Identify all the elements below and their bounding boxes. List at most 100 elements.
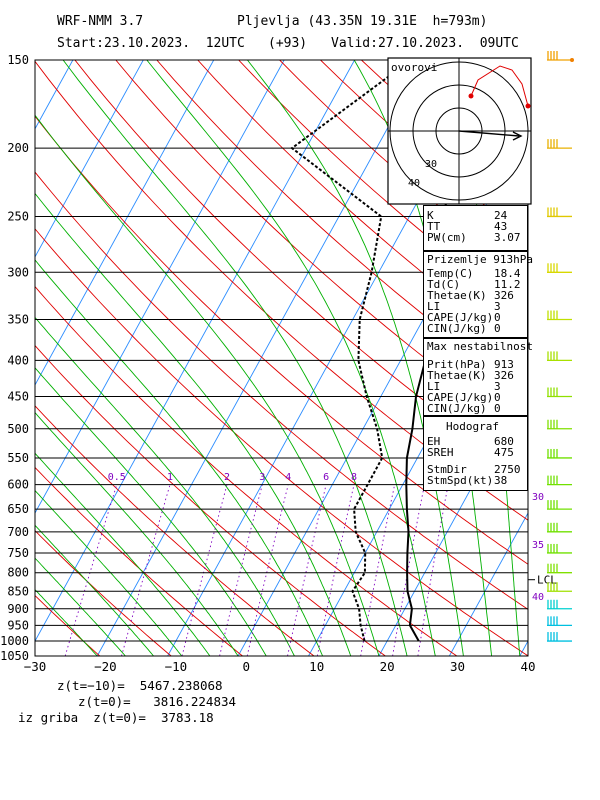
z-griba: iz griba z(t=0)= 3783.18 — [18, 710, 214, 725]
max-instability-value: 0 — [494, 402, 501, 415]
speed-label: 30 — [532, 492, 544, 503]
surface-label: Thetae(K) — [427, 289, 487, 302]
pressure-tick-label: 700 — [7, 525, 29, 539]
temp-tick-label: −30 — [24, 659, 47, 674]
surface-value: 18.4 — [494, 267, 521, 280]
z-minus10: z(t=−10)= 5467.238068 — [57, 678, 223, 693]
hodograph-param-value: 2750 — [494, 463, 521, 476]
index-label: PW(cm) — [427, 231, 467, 244]
surface-label: CIN(J/kg) — [427, 322, 487, 335]
dry-adiabat-line — [35, 344, 386, 656]
model-label: WRF-NMM 3.7 — [57, 14, 144, 29]
pressure-tick-label: 550 — [7, 451, 29, 465]
station-label: Pljevlja (43.35N 19.31E h=793m) — [237, 14, 488, 29]
hodograph-start — [468, 93, 474, 99]
pressure-tick-label: 150 — [7, 53, 29, 67]
dry-adiabat-line — [566, 60, 600, 656]
pressure-tick-label: 1050 — [0, 649, 29, 663]
isotherm-line — [448, 512, 528, 656]
pressure-tick-label: 400 — [7, 353, 29, 367]
mixing-ratio-label: 4 — [285, 472, 291, 483]
max-instability-value: 3 — [494, 380, 501, 393]
temp-tick-label: −10 — [165, 659, 188, 674]
surface-label: Temp(C) — [427, 267, 474, 280]
isotherm-line — [35, 60, 144, 258]
speed-label: 40 — [532, 592, 544, 603]
barb-top-dot — [570, 58, 574, 62]
mixing-ratio-line — [246, 484, 289, 656]
pressure-tick-label: 650 — [7, 502, 29, 516]
isotherm-line — [35, 60, 285, 514]
isotherm-line — [378, 384, 528, 656]
mixing-ratio-line — [287, 484, 327, 656]
mixing-ratio-label: 6 — [323, 472, 329, 483]
dry-adiabat-line — [524, 60, 528, 63]
surface-title-label: Prizemlje 913hPa — [427, 253, 533, 266]
isotherm-line — [35, 60, 215, 386]
hodograph-end — [525, 103, 531, 109]
mixing-ratio-label: 3 — [259, 472, 265, 483]
surface-label: Td(C) — [427, 278, 461, 291]
z-zero: z(t=0)= 3816.224834 — [78, 694, 237, 709]
max-instability-title-label: Max nestabilnost — [427, 340, 533, 353]
max-instability-panel — [423, 338, 528, 416]
indices-panel — [423, 205, 528, 251]
moist-adiabat-line — [35, 192, 352, 656]
hodograph-param-label: SREH — [427, 446, 454, 459]
temp-tick-label: 20 — [380, 659, 395, 674]
surface-label: LI — [427, 300, 441, 313]
pressure-tick-label: 450 — [7, 389, 29, 403]
pressure-tick-label: 250 — [7, 209, 29, 223]
mixing-ratio-line — [64, 484, 118, 656]
hodograph-param-value: 38 — [494, 474, 508, 487]
pressure-tick-label: 500 — [7, 422, 29, 436]
mixing-ratio-line — [417, 484, 449, 656]
max-instability-label: Prit(hPa) — [427, 358, 487, 371]
speed-label: 35 — [532, 540, 544, 551]
max-instability-label: LI — [427, 380, 441, 393]
dewpoint-profile — [290, 60, 412, 642]
mixing-ratio-label: 1 — [167, 472, 173, 483]
surface-panel — [423, 251, 528, 338]
isotherm-line — [0, 60, 2, 656]
hodograph-params-panel — [423, 416, 528, 491]
mixing-ratio-label: 8 — [351, 472, 357, 483]
hodograph-ring-label: 30 — [425, 159, 437, 170]
hodograph-ring-label: 40 — [408, 178, 420, 189]
storm-motion-arrowhead — [512, 131, 523, 141]
pressure-tick-label: 850 — [7, 584, 29, 598]
pressure-tick-label: 300 — [7, 265, 29, 279]
dry-adiabat-line — [35, 405, 315, 656]
pressure-tick-label: 950 — [7, 618, 29, 632]
mixing-ratio-label: 2 — [224, 472, 230, 483]
max-instability-value: 326 — [494, 369, 514, 382]
isotherm-line — [35, 60, 355, 642]
max-instability-label: Thetae(K) — [427, 369, 487, 382]
index-value: 43 — [494, 220, 508, 233]
plot-frame — [34, 59, 529, 657]
hodograph-param-value: 680 — [494, 435, 514, 448]
temp-tick-label: −20 — [94, 659, 117, 674]
max-instability-value: 913 — [494, 358, 514, 371]
index-label: TT — [427, 220, 441, 233]
surface-label: CAPE(J/kg) — [427, 311, 494, 324]
index-label: K — [427, 209, 434, 222]
temp-tick-label: 10 — [309, 659, 324, 674]
moist-adiabat-line — [35, 367, 267, 656]
hodograph-title: ovorovi — [391, 61, 437, 74]
mixing-ratio-line — [121, 484, 171, 656]
moist-adiabat-line — [35, 316, 295, 656]
pressure-tick-label: 200 — [7, 141, 29, 155]
valid-time: Valid:27.10.2023. 09UTC — [331, 36, 519, 51]
lcl-label: LCL — [537, 574, 557, 587]
surface-value: 0 — [494, 322, 501, 335]
mixing-ratio-label: 0.5 — [108, 472, 126, 483]
hodograph-param-label: StmDir — [427, 463, 467, 476]
pressure-tick-label: 750 — [7, 546, 29, 560]
isotherm-line — [96, 60, 426, 656]
lead-time: (+93) — [268, 36, 308, 51]
pressure-tick-label: 350 — [7, 313, 29, 327]
hodograph-trace — [470, 65, 529, 107]
temp-tick-label: 40 — [520, 659, 535, 674]
